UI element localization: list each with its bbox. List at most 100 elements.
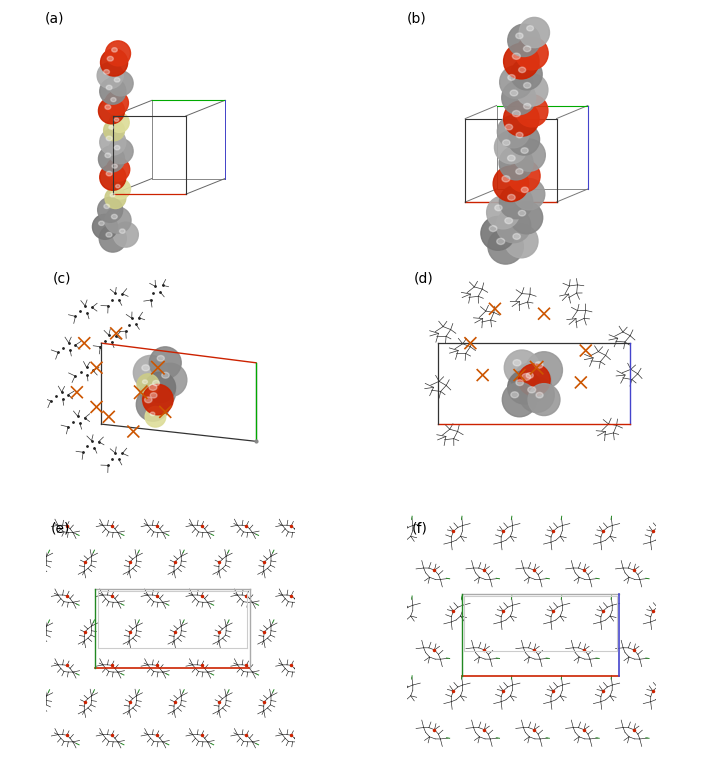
Circle shape — [92, 214, 118, 239]
Circle shape — [99, 225, 126, 252]
Ellipse shape — [508, 194, 515, 200]
Ellipse shape — [157, 356, 164, 361]
Circle shape — [511, 58, 542, 90]
Ellipse shape — [111, 97, 116, 102]
Circle shape — [109, 113, 129, 133]
Ellipse shape — [150, 412, 155, 416]
Circle shape — [143, 384, 173, 415]
Circle shape — [106, 158, 130, 181]
Circle shape — [101, 49, 128, 76]
Circle shape — [111, 179, 130, 199]
Ellipse shape — [535, 362, 543, 368]
Circle shape — [513, 179, 545, 210]
Ellipse shape — [513, 53, 520, 59]
Circle shape — [150, 347, 182, 379]
Ellipse shape — [521, 148, 528, 153]
Circle shape — [145, 407, 166, 427]
Circle shape — [140, 374, 176, 410]
Ellipse shape — [497, 239, 505, 245]
Ellipse shape — [104, 204, 109, 209]
Ellipse shape — [513, 110, 520, 117]
Ellipse shape — [120, 229, 125, 233]
Ellipse shape — [518, 67, 525, 73]
Circle shape — [504, 350, 540, 385]
Circle shape — [505, 225, 538, 258]
Ellipse shape — [513, 233, 520, 239]
Ellipse shape — [107, 56, 113, 61]
Circle shape — [105, 207, 131, 233]
Circle shape — [508, 160, 540, 192]
Ellipse shape — [502, 176, 510, 182]
Circle shape — [518, 364, 550, 396]
Ellipse shape — [513, 360, 521, 366]
Circle shape — [503, 44, 539, 79]
Ellipse shape — [106, 136, 112, 140]
Circle shape — [508, 123, 540, 155]
Ellipse shape — [112, 164, 118, 168]
Circle shape — [486, 196, 520, 229]
Circle shape — [494, 131, 527, 163]
Ellipse shape — [523, 83, 531, 88]
Ellipse shape — [150, 393, 157, 398]
Circle shape — [508, 25, 540, 57]
Circle shape — [136, 388, 169, 421]
Text: (d): (d) — [414, 272, 434, 286]
Text: (b): (b) — [406, 12, 426, 25]
Circle shape — [493, 166, 529, 202]
Circle shape — [512, 363, 552, 402]
Ellipse shape — [106, 171, 112, 176]
Circle shape — [153, 364, 187, 397]
Circle shape — [502, 81, 536, 114]
Circle shape — [496, 209, 531, 242]
Circle shape — [502, 383, 537, 416]
Ellipse shape — [505, 218, 513, 224]
Circle shape — [104, 120, 125, 140]
Ellipse shape — [108, 126, 113, 129]
Ellipse shape — [104, 70, 109, 74]
Text: (f): (f) — [412, 522, 428, 535]
Circle shape — [525, 352, 562, 389]
Circle shape — [528, 384, 560, 416]
Ellipse shape — [111, 214, 117, 219]
Text: (a): (a) — [45, 12, 65, 25]
Ellipse shape — [149, 384, 157, 390]
Ellipse shape — [521, 187, 528, 193]
Circle shape — [105, 188, 125, 209]
Circle shape — [100, 164, 125, 190]
Ellipse shape — [105, 153, 111, 158]
Ellipse shape — [106, 232, 112, 237]
Ellipse shape — [523, 46, 531, 51]
Ellipse shape — [510, 392, 518, 398]
Ellipse shape — [527, 387, 536, 393]
Ellipse shape — [162, 372, 169, 378]
Circle shape — [99, 97, 125, 123]
Circle shape — [497, 116, 530, 148]
Ellipse shape — [527, 25, 534, 31]
Ellipse shape — [506, 124, 513, 130]
Ellipse shape — [112, 48, 117, 52]
Circle shape — [108, 139, 133, 163]
Ellipse shape — [145, 397, 152, 403]
Circle shape — [513, 139, 545, 171]
Ellipse shape — [152, 380, 160, 386]
Ellipse shape — [99, 221, 104, 225]
Ellipse shape — [508, 74, 515, 81]
Ellipse shape — [523, 104, 531, 109]
Ellipse shape — [142, 365, 150, 370]
Circle shape — [488, 229, 523, 264]
Circle shape — [508, 370, 541, 404]
Text: (c): (c) — [52, 272, 71, 286]
Ellipse shape — [114, 146, 120, 150]
Ellipse shape — [110, 193, 115, 197]
Circle shape — [100, 129, 125, 155]
Ellipse shape — [114, 118, 119, 121]
Ellipse shape — [516, 380, 523, 386]
Circle shape — [133, 355, 168, 390]
Ellipse shape — [105, 105, 111, 110]
Circle shape — [499, 186, 532, 219]
Circle shape — [105, 91, 128, 114]
Text: (e): (e) — [50, 522, 70, 535]
Ellipse shape — [116, 185, 120, 188]
Ellipse shape — [503, 140, 510, 146]
Ellipse shape — [495, 205, 502, 211]
